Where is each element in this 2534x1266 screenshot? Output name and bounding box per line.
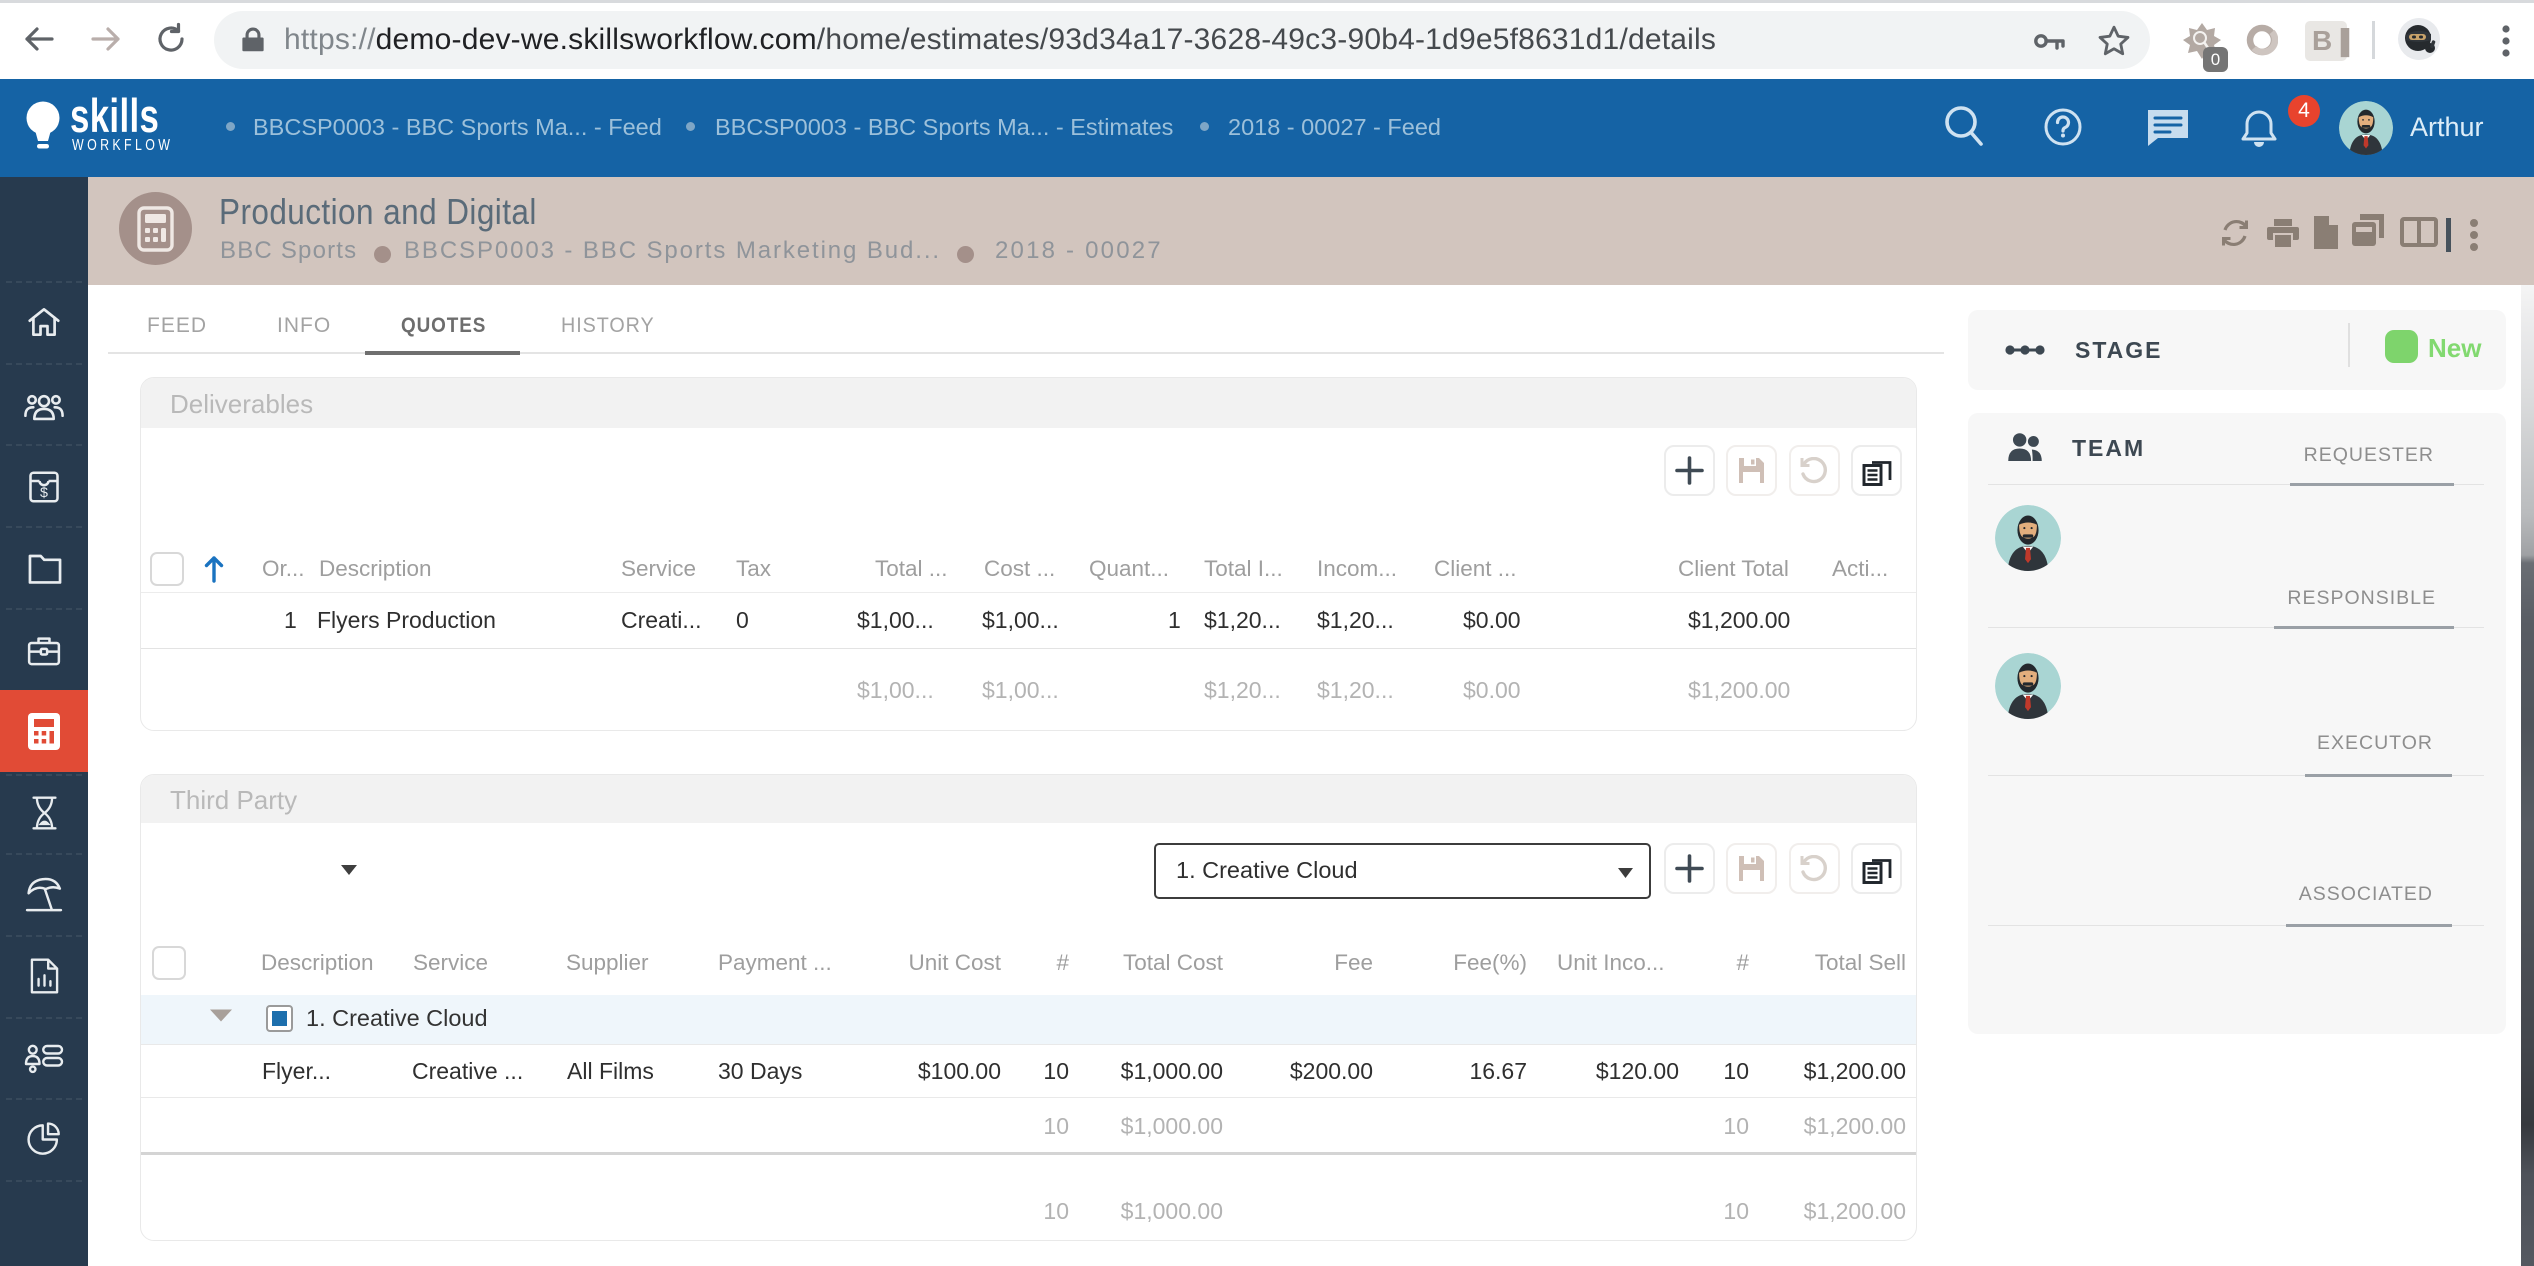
svg-text:$: $: [40, 485, 48, 501]
